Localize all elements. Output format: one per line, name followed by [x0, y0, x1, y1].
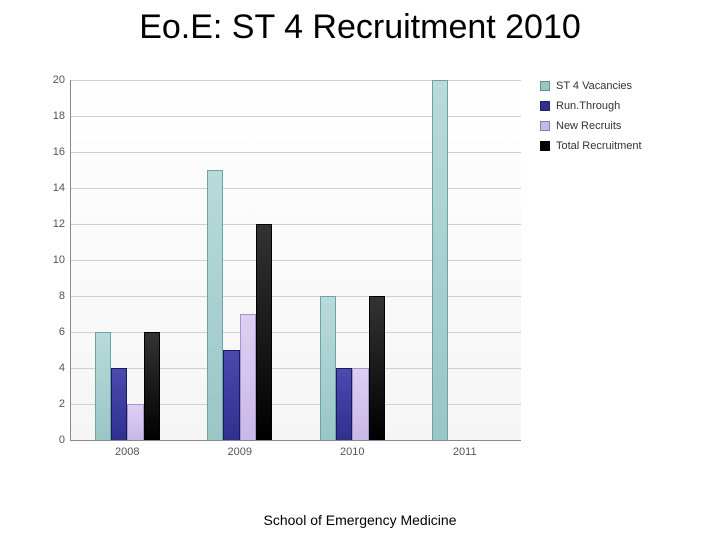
plot-area: 024681012141618202008200920102011 — [70, 80, 521, 441]
legend-item: ST 4 Vacancies — [540, 80, 690, 92]
bar — [256, 224, 272, 440]
bar — [127, 404, 143, 440]
gridline — [71, 224, 521, 225]
x-tick-label: 2009 — [228, 440, 252, 458]
chart: 024681012141618202008200920102011 ST 4 V… — [30, 70, 690, 490]
page-title: Eo.E: ST 4 Recruitment 2010 — [0, 8, 720, 47]
gridline — [71, 80, 521, 81]
x-tick-label: 2010 — [340, 440, 364, 458]
bar — [95, 332, 111, 440]
y-tick-label: 2 — [59, 398, 71, 410]
bar — [352, 368, 368, 440]
y-tick-label: 0 — [59, 434, 71, 446]
bar — [432, 80, 448, 440]
y-tick-label: 12 — [53, 218, 71, 230]
legend-label: ST 4 Vacancies — [556, 80, 632, 92]
footer-text: School of Emergency Medicine — [0, 512, 720, 528]
legend-swatch — [540, 121, 550, 131]
legend-swatch — [540, 81, 550, 91]
legend-swatch — [540, 141, 550, 151]
bar — [111, 368, 127, 440]
bar — [144, 332, 160, 440]
legend: ST 4 Vacancies Run.Through New Recruits Tot… — [540, 80, 690, 160]
bar — [336, 368, 352, 440]
gridline — [71, 296, 521, 297]
bar — [223, 350, 239, 440]
bar — [240, 314, 256, 440]
legend-label: Total Recruitment — [556, 140, 642, 152]
y-tick-label: 10 — [53, 254, 71, 266]
y-tick-label: 4 — [59, 362, 71, 374]
x-tick-label: 2011 — [453, 440, 477, 458]
bar — [369, 296, 385, 440]
gridline — [71, 332, 521, 333]
y-tick-label: 14 — [53, 182, 71, 194]
gridline — [71, 368, 521, 369]
x-tick-label: 2008 — [115, 440, 139, 458]
gridline — [71, 188, 521, 189]
y-tick-label: 6 — [59, 326, 71, 338]
legend-item: Total Recruitment — [540, 140, 690, 152]
gridline — [71, 152, 521, 153]
y-tick-label: 16 — [53, 146, 71, 158]
bar — [320, 296, 336, 440]
y-tick-label: 8 — [59, 290, 71, 302]
gridline — [71, 116, 521, 117]
y-tick-label: 20 — [53, 74, 71, 86]
y-tick-label: 18 — [53, 110, 71, 122]
legend-label: New Recruits — [556, 120, 621, 132]
gridline — [71, 260, 521, 261]
slide: Eo.E: ST 4 Recruitment 2010 024681012141… — [0, 0, 720, 540]
legend-item: New Recruits — [540, 120, 690, 132]
legend-swatch — [540, 101, 550, 111]
legend-item: Run.Through — [540, 100, 690, 112]
legend-label: Run.Through — [556, 100, 620, 112]
bar — [207, 170, 223, 440]
